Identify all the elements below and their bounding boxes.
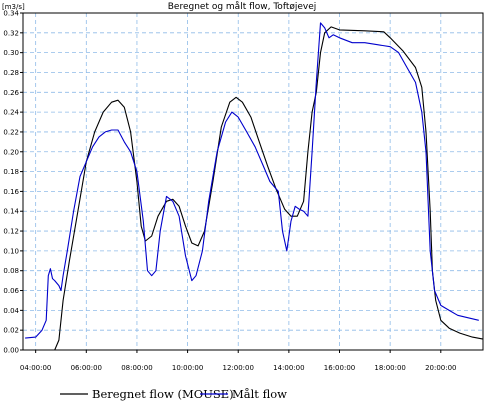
x-tick-label: 04:00:00 — [20, 364, 51, 372]
x-tick-label: 08:00:00 — [121, 364, 152, 372]
series-lines — [23, 22, 484, 351]
y-tick-label: 0.16 — [3, 188, 19, 196]
x-tick-label: 10:00:00 — [172, 364, 203, 372]
x-tick-label: 16:00:00 — [324, 364, 355, 372]
y-axis-ticks: 0.00 0.02 0.04 0.06 0.08 0.10 0.12 0.14 0.16 0.18… — [3, 10, 23, 355]
series-line-maalt — [25, 22, 479, 339]
y-tick-label: 0.00 — [3, 347, 19, 355]
series-line-beregnet — [23, 26, 484, 351]
y-tick-label: 0.08 — [3, 267, 19, 275]
x-axis-ticks: 04:00:00 06:00:00 08:00:00 10:00:00 12:00:00… — [20, 350, 457, 372]
y-tick-label: 0.04 — [3, 307, 19, 315]
y-tick-label: 0.24 — [3, 109, 19, 117]
y-axis-unit-label: [m3/s] — [2, 3, 25, 11]
y-tick-label: 0.32 — [3, 29, 19, 37]
grid-lines — [23, 13, 483, 350]
legend-label: Beregnet flow (MOUSE) — [92, 387, 234, 401]
plot-area-frame — [22, 12, 484, 351]
y-tick-label: 0.06 — [3, 287, 19, 295]
y-tick-label: 0.30 — [3, 49, 19, 57]
y-tick-label: 0.20 — [3, 148, 19, 156]
y-tick-label: 0.02 — [3, 327, 19, 335]
legend: Beregnet flow (MOUSE)Målt flow — [60, 387, 287, 401]
y-tick-label: 0.18 — [3, 168, 19, 176]
x-tick-label: 14:00:00 — [273, 364, 304, 372]
y-tick-label: 0.12 — [3, 228, 19, 236]
x-tick-label: 06:00:00 — [71, 364, 102, 372]
x-tick-label: 12:00:00 — [223, 364, 254, 372]
y-tick-label: 0.10 — [3, 247, 19, 255]
legend-label: Målt flow — [232, 387, 287, 401]
x-tick-label: 20:00:00 — [425, 364, 456, 372]
y-tick-label: 0.34 — [3, 10, 19, 18]
y-tick-label: 0.14 — [3, 208, 19, 216]
y-tick-label: 0.22 — [3, 128, 19, 136]
y-tick-label: 0.28 — [3, 69, 19, 77]
x-tick-label: 18:00:00 — [374, 364, 405, 372]
chart-title: Beregnet og målt flow, Toftøjevej — [168, 1, 317, 12]
y-tick-label: 0.26 — [3, 89, 19, 97]
